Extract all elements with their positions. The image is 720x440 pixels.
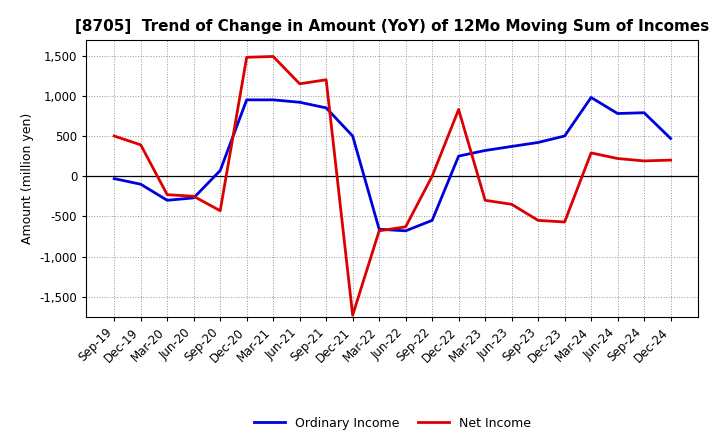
Ordinary Income bbox=[163, 198, 171, 203]
Ordinary Income bbox=[322, 105, 330, 110]
Ordinary Income bbox=[216, 168, 225, 173]
Ordinary Income bbox=[587, 95, 595, 100]
Net Income bbox=[613, 156, 622, 161]
Ordinary Income bbox=[640, 110, 649, 115]
Line: Ordinary Income: Ordinary Income bbox=[114, 97, 670, 231]
Title: [8705]  Trend of Change in Amount (YoY) of 12Mo Moving Sum of Incomes: [8705] Trend of Change in Amount (YoY) o… bbox=[76, 19, 709, 34]
Ordinary Income bbox=[295, 99, 304, 105]
Legend: Ordinary Income, Net Income: Ordinary Income, Net Income bbox=[248, 412, 536, 435]
Ordinary Income bbox=[110, 176, 119, 181]
Ordinary Income bbox=[375, 227, 384, 232]
Line: Net Income: Net Income bbox=[114, 56, 670, 315]
Net Income bbox=[322, 77, 330, 82]
Ordinary Income bbox=[189, 195, 198, 201]
Net Income bbox=[269, 54, 277, 59]
Ordinary Income bbox=[613, 111, 622, 116]
Ordinary Income bbox=[454, 154, 463, 159]
Net Income bbox=[428, 173, 436, 179]
Net Income bbox=[560, 220, 569, 225]
Net Income bbox=[295, 81, 304, 86]
Ordinary Income bbox=[560, 133, 569, 139]
Ordinary Income bbox=[401, 228, 410, 234]
Net Income bbox=[666, 158, 675, 163]
Net Income bbox=[640, 158, 649, 164]
Net Income bbox=[348, 312, 357, 318]
Net Income bbox=[508, 202, 516, 207]
Net Income bbox=[243, 55, 251, 60]
Net Income bbox=[110, 133, 119, 139]
Ordinary Income bbox=[428, 218, 436, 223]
Net Income bbox=[375, 228, 384, 234]
Net Income bbox=[136, 142, 145, 147]
Y-axis label: Amount (million yen): Amount (million yen) bbox=[21, 113, 34, 244]
Ordinary Income bbox=[269, 97, 277, 103]
Net Income bbox=[401, 224, 410, 229]
Net Income bbox=[454, 107, 463, 112]
Net Income bbox=[189, 194, 198, 199]
Net Income bbox=[163, 192, 171, 197]
Ordinary Income bbox=[348, 133, 357, 139]
Net Income bbox=[216, 208, 225, 213]
Net Income bbox=[481, 198, 490, 203]
Ordinary Income bbox=[508, 144, 516, 149]
Ordinary Income bbox=[534, 140, 542, 145]
Ordinary Income bbox=[666, 136, 675, 141]
Ordinary Income bbox=[136, 182, 145, 187]
Ordinary Income bbox=[481, 148, 490, 153]
Net Income bbox=[534, 218, 542, 223]
Net Income bbox=[587, 150, 595, 155]
Ordinary Income bbox=[243, 97, 251, 103]
